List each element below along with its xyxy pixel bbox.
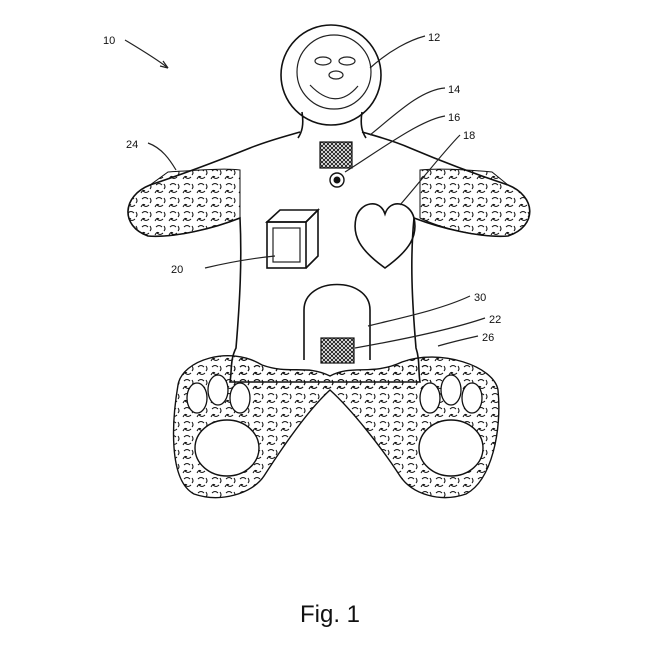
label-14: 14 <box>448 84 460 96</box>
leader-lines <box>124 35 486 349</box>
head <box>280 24 382 139</box>
chest-speaker <box>319 141 353 169</box>
heart-shape <box>354 203 416 269</box>
label-10: 10 <box>103 35 115 47</box>
label-18: 18 <box>463 130 475 142</box>
label-12: 12 <box>428 32 440 44</box>
left-arm-fur <box>127 168 241 237</box>
label-16: 16 <box>448 112 460 124</box>
chest-button <box>329 172 345 188</box>
legs <box>172 355 500 499</box>
label-26: 26 <box>482 332 494 344</box>
label-30: 30 <box>474 292 486 304</box>
arch-door <box>303 283 371 360</box>
label-20: 20 <box>171 264 183 276</box>
body-outline <box>127 131 531 383</box>
box-compartment <box>264 208 320 269</box>
figure-caption: Fig. 1 <box>300 601 360 628</box>
lower-speaker <box>320 337 355 364</box>
label-24: 24 <box>126 139 138 151</box>
label-22: 22 <box>489 314 501 326</box>
right-arm-fur <box>419 168 531 237</box>
